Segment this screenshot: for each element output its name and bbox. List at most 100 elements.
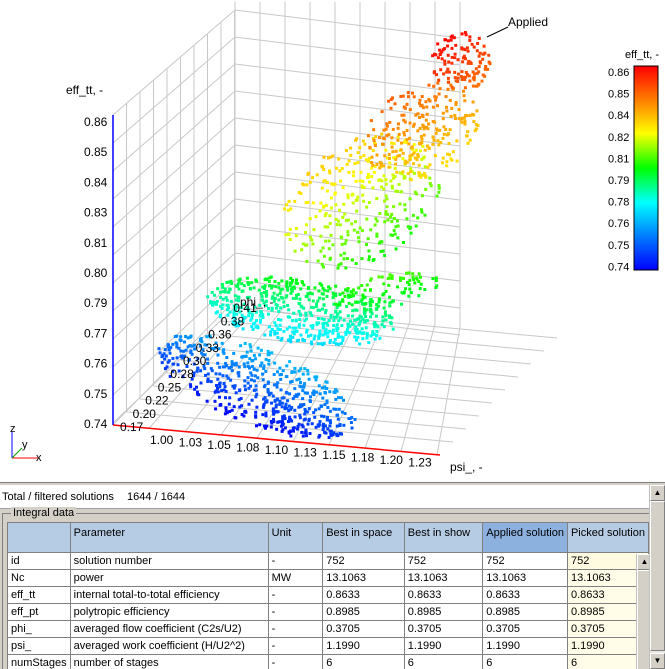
data-point	[261, 316, 265, 319]
table-row[interactable]: numStages number of stages -6 6 6 6	[7, 654, 650, 669]
table-row[interactable]: psi_ averaged work coefficient (H/U2^2) -1…	[7, 637, 650, 655]
applied-solution-cell[interactable]: 0.8633	[482, 586, 568, 604]
best-in-space-cell[interactable]: 752	[322, 552, 405, 570]
applied-solution-cell[interactable]: 752	[482, 552, 568, 570]
picked-solution-cell[interactable]: 1.1990	[566, 637, 650, 655]
table-scrollbar[interactable]: ▲	[636, 554, 652, 669]
data-point	[305, 223, 308, 227]
best-in-space-cell[interactable]: 1.1990	[322, 637, 405, 655]
applied-solution-cell[interactable]: 0.3705	[482, 620, 568, 638]
unit-cell[interactable]: -	[267, 586, 324, 604]
plot-area[interactable]: eff_tt, - psi_, - phi_, - 0.86 0.85 0.84 0.…	[0, 0, 665, 482]
data-point	[235, 312, 239, 316]
parameter-cell[interactable]: number of stages	[69, 654, 269, 669]
best-in-space-cell[interactable]: 0.8985	[322, 603, 405, 621]
best-in-space-cell[interactable]: 0.3705	[322, 620, 405, 638]
best-in-show-cell[interactable]: 6	[403, 654, 484, 669]
table-row[interactable]: id solution number -752 752 752 752	[7, 552, 650, 570]
data-point	[247, 402, 251, 406]
parameter-cell[interactable]: polytropic efficiency	[69, 603, 269, 621]
data-point	[341, 339, 345, 342]
unit-cell[interactable]: -	[267, 603, 324, 621]
data-point	[407, 95, 410, 99]
scatter-3d-plot[interactable]: eff_tt, - psi_, - phi_, - 0.860.850.840.…	[0, 0, 665, 482]
data-point	[331, 433, 335, 437]
table-row[interactable]: eff_pt polytropic efficiency -0.8985 0.8985…	[7, 603, 650, 621]
table-row[interactable]: Nc power MW 13.1063 13.1063 13.1063 13.1063	[7, 569, 650, 587]
row-header-cell[interactable]: eff_tt	[7, 586, 71, 604]
data-point	[271, 394, 275, 398]
parameter-cell[interactable]: averaged flow coefficient (C2s/U2)	[69, 620, 269, 638]
parameter-cell[interactable]: averaged work coefficient (H/U2^2)	[69, 637, 269, 655]
data-point	[219, 304, 223, 308]
unit-cell[interactable]: MW	[267, 569, 324, 587]
best-in-space-cell[interactable]: 6	[322, 654, 405, 669]
data-point	[303, 319, 307, 323]
panel-scroll-down-button[interactable]: ▼	[650, 653, 665, 669]
best-in-show-cell[interactable]: 1.1990	[403, 637, 484, 655]
table-scroll-up-button[interactable]: ▲	[637, 554, 652, 570]
data-point	[269, 330, 273, 334]
data-point	[236, 285, 239, 289]
row-header-cell[interactable]: id	[7, 552, 71, 570]
data-point	[216, 377, 220, 381]
data-point	[175, 356, 179, 360]
col-header-best-in-show[interactable]: Best in show	[403, 522, 484, 553]
parameter-cell[interactable]: internal total-to-total efficiency	[69, 586, 269, 604]
colorbar-gradient	[633, 65, 659, 271]
col-header-applied-solution[interactable]: Applied solution	[482, 522, 568, 553]
row-header-cell[interactable]: psi_	[7, 637, 71, 655]
data-point	[363, 295, 367, 299]
row-header-cell[interactable]: Nc	[7, 569, 71, 587]
row-header-cell[interactable]: eff_pt	[7, 603, 71, 621]
picked-solution-cell[interactable]: 0.8985	[566, 603, 650, 621]
applied-solution-cell[interactable]: 13.1063	[482, 569, 568, 587]
col-header-parameter[interactable]: Parameter	[69, 522, 269, 553]
col-header-best-in-space[interactable]: Best in space	[322, 522, 405, 553]
unit-cell[interactable]: -	[267, 620, 324, 638]
parameter-cell[interactable]: power	[69, 569, 269, 587]
data-point	[169, 346, 173, 350]
unit-cell[interactable]: -	[267, 552, 324, 570]
row-header-cell[interactable]: phi_	[7, 620, 71, 638]
data-point	[234, 303, 238, 307]
unit-cell[interactable]: -	[267, 654, 324, 669]
data-point	[386, 156, 389, 160]
data-point	[273, 399, 277, 403]
best-in-space-cell[interactable]: 13.1063	[322, 569, 405, 587]
data-point	[295, 329, 299, 333]
data-point	[274, 409, 278, 413]
data-point	[455, 159, 459, 163]
applied-solution-cell[interactable]: 0.8985	[482, 603, 568, 621]
data-point	[392, 142, 396, 146]
parameter-cell[interactable]: solution number	[69, 552, 269, 570]
col-header-picked-solution[interactable]: Picked solution	[566, 522, 650, 553]
applied-solution-cell[interactable]: 1.1990	[482, 637, 568, 655]
data-point	[432, 138, 436, 142]
data-point	[365, 319, 369, 323]
best-in-show-cell[interactable]: 13.1063	[403, 569, 484, 587]
table-row[interactable]: eff_tt internal total-to-total efficiency…	[7, 586, 650, 604]
data-point	[287, 431, 291, 435]
panel-scroll-up-button[interactable]: ▲	[650, 485, 665, 501]
data-point	[315, 173, 319, 177]
col-header-unit[interactable]: Unit	[267, 522, 324, 553]
applied-solution-cell[interactable]: 6	[482, 654, 568, 669]
data-point	[219, 296, 223, 299]
best-in-show-cell[interactable]: 0.8985	[403, 603, 484, 621]
panel-scroll-thumb[interactable]	[650, 501, 665, 651]
picked-solution-cell[interactable]: 13.1063	[566, 569, 650, 587]
unit-cell[interactable]: -	[267, 637, 324, 655]
best-in-show-cell[interactable]: 752	[403, 552, 484, 570]
best-in-show-cell[interactable]: 0.8633	[403, 586, 484, 604]
data-point	[474, 127, 478, 131]
best-in-show-cell[interactable]: 0.3705	[403, 620, 484, 638]
best-in-space-cell[interactable]: 0.8633	[322, 586, 405, 604]
row-header-cell[interactable]: numStages	[7, 654, 71, 669]
data-point	[186, 345, 190, 349]
picked-solution-cell[interactable]: 6	[566, 654, 650, 669]
table-row[interactable]: phi_ averaged flow coefficient (C2s/U2) -0…	[7, 620, 650, 638]
panel-scrollbar[interactable]: ▲ ▼	[649, 485, 665, 669]
integral-data-table[interactable]: Parameter Unit Best in space Best in sho…	[7, 522, 650, 669]
picked-solution-cell[interactable]: 0.3705	[566, 620, 650, 638]
